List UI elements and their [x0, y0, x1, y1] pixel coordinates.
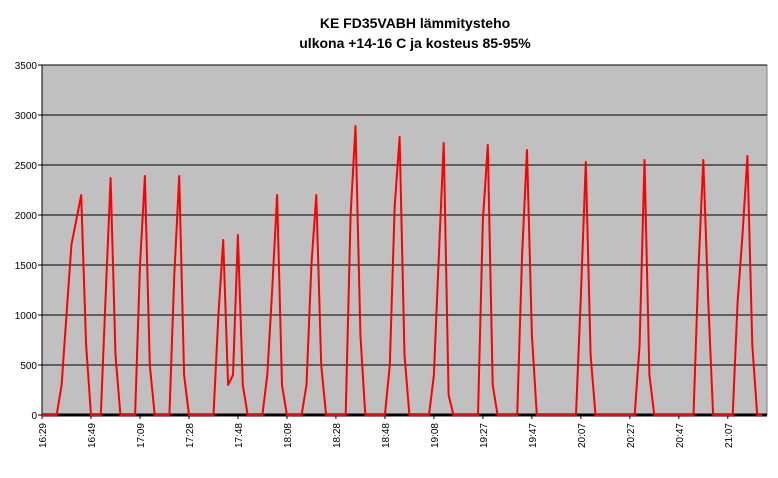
x-tick-label: 16:49: [87, 423, 98, 448]
y-tick-label: 3500: [15, 61, 38, 72]
chart-subtitle: ulkona +14-16 C ja kosteus 85-95%: [299, 35, 531, 51]
x-tick-label: 16:29: [38, 423, 49, 448]
x-tick-label: 17:28: [185, 423, 196, 448]
x-tick-label: 20:47: [675, 423, 686, 448]
y-tick-label: 500: [20, 361, 37, 372]
x-tick-label: 19:47: [528, 423, 539, 448]
x-tick-label: 17:48: [234, 423, 245, 448]
y-tick-label: 2500: [15, 161, 38, 172]
x-tick-label: 17:09: [136, 423, 147, 448]
x-tick-label: 20:07: [577, 423, 588, 448]
x-tick-label: 20:27: [626, 423, 637, 448]
y-tick-label: 0: [31, 411, 37, 422]
x-tick-label: 18:48: [381, 423, 392, 448]
chart-title: KE FD35VABH lämmitysteho: [320, 15, 510, 31]
series-line: [42, 125, 763, 416]
y-tick-label: 1000: [15, 311, 38, 322]
x-tick-label: 18:28: [332, 423, 343, 448]
x-tick-label: 19:27: [479, 423, 490, 448]
x-tick-label: 19:08: [430, 423, 441, 448]
x-tick-label: 21:07: [724, 423, 735, 448]
x-tick-label: 18:08: [283, 423, 294, 448]
y-tick-label: 1500: [15, 261, 38, 272]
y-tick-label: 3000: [15, 111, 38, 122]
y-tick-label: 2000: [15, 211, 38, 222]
